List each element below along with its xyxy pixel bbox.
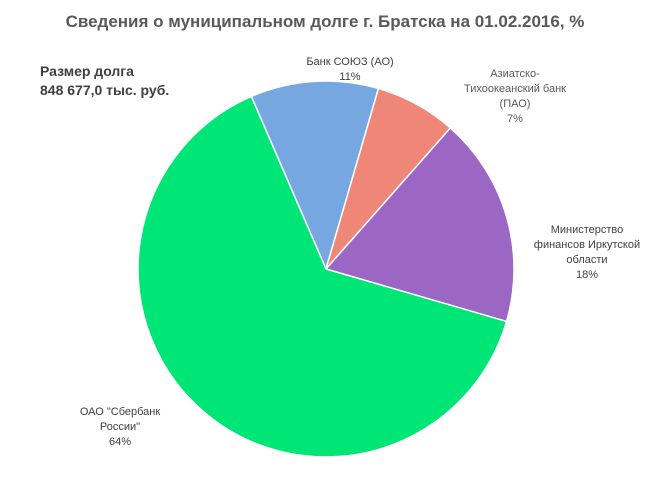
pie-slice-sberbank — [137, 95, 508, 458]
slice-label-soyuz-percent: 11% — [339, 71, 361, 83]
pie-slice-soyuz — [250, 80, 380, 272]
debt-size-annotation: Размер долга 848 677,0 тыс. руб. — [40, 62, 169, 100]
slice-label-sberbank-percent: 64% — [108, 436, 132, 448]
slice-label-soyuz-name: Банк СОЮЗ (АО) — [306, 56, 394, 68]
debt-size-value: 848 677,0 тыс. руб. — [40, 82, 170, 98]
slice-label-atb: Азиатско- Тихоокеанский банк (ПАО) 7% — [440, 52, 590, 142]
pie-slice-minfin — [324, 126, 515, 323]
chart-title: Сведения о муниципальном долге г. Братск… — [65, 12, 585, 31]
slice-label-sberbank: ОАО "Сбербанк России" 64% — [60, 390, 180, 465]
debt-size-label: Размер долга — [40, 63, 134, 79]
slice-label-minfin-name: Министерство финансов Иркутской области — [533, 224, 641, 266]
slice-label-minfin: Министерство финансов Иркутской области … — [522, 208, 650, 298]
slice-label-soyuz: Банк СОЮЗ (АО) 11% — [290, 40, 410, 100]
slice-label-atb-percent: 7% — [507, 113, 523, 125]
slice-label-minfin-percent: 18% — [575, 269, 599, 281]
slice-label-atb-name: Азиатско- Тихоокеанский банк (ПАО) — [464, 68, 566, 110]
slice-label-sberbank-name: ОАО "Сбербанк России" — [79, 406, 161, 433]
